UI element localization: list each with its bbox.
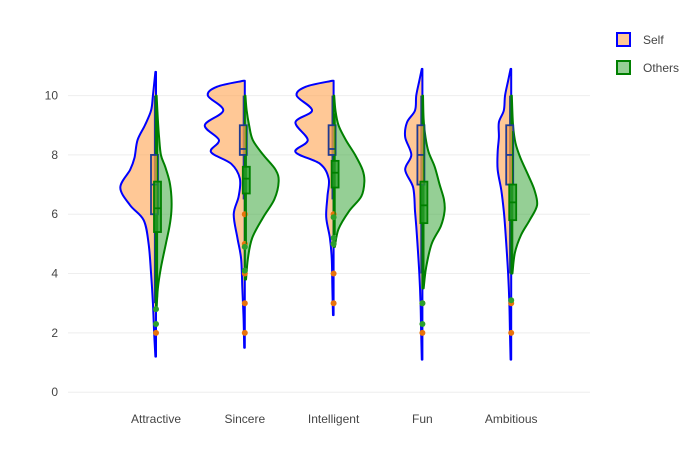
- x-tick-label: Attractive: [131, 412, 181, 426]
- outlier-point: [330, 234, 337, 241]
- outlier-point: [241, 211, 248, 218]
- outlier-point: [330, 214, 337, 221]
- legend: Self Others: [616, 32, 679, 75]
- y-tick-label: 6: [51, 207, 58, 221]
- outlier-point: [508, 297, 515, 304]
- outlier-point: [241, 267, 248, 274]
- outlier-point: [153, 320, 159, 327]
- x-tick-label: Ambitious: [485, 412, 538, 426]
- box-others-sincere: [241, 165, 251, 195]
- legend-item-others[interactable]: Others: [616, 60, 679, 75]
- legend-swatch-others: [616, 60, 631, 75]
- outlier-point: [330, 270, 337, 277]
- outlier-point: [419, 329, 426, 336]
- outlier-point: [330, 300, 337, 307]
- outlier-point: [153, 306, 159, 313]
- legend-label-self: Self: [643, 33, 664, 47]
- x-axis: Attractive Sincere Intelligent Fun Ambitious: [131, 412, 538, 426]
- box-others-fun: [419, 180, 429, 225]
- outlier-point: [153, 329, 159, 336]
- y-tick-label: 8: [51, 148, 58, 162]
- violin-layer: [119, 67, 539, 361]
- y-tick-label: 4: [51, 267, 58, 281]
- violin-others-attractive: [155, 94, 173, 311]
- violin-self-sincere: [203, 79, 246, 349]
- outlier-point: [419, 320, 426, 327]
- y-tick-label: 2: [51, 326, 58, 340]
- outlier-point: [241, 300, 248, 307]
- outlier-point: [330, 240, 337, 247]
- y-axis: 0 2 4 6 8 10: [45, 89, 59, 400]
- box-others-intelligent: [330, 159, 340, 189]
- legend-label-others: Others: [643, 61, 679, 75]
- x-tick-label: Fun: [412, 412, 433, 426]
- violin-others-sincere: [243, 94, 280, 281]
- y-tick-label: 10: [45, 89, 59, 103]
- box-others-attractive: [153, 180, 162, 233]
- violin-others-intelligent: [332, 94, 366, 248]
- legend-item-self[interactable]: Self: [616, 32, 664, 47]
- violin-self-attractive: [119, 70, 157, 358]
- outlier-point: [241, 243, 248, 250]
- legend-swatch-self: [616, 32, 631, 47]
- outlier-point: [241, 329, 248, 336]
- x-tick-label: Sincere: [224, 412, 265, 426]
- y-tick-label: 0: [51, 385, 58, 399]
- outlier-point: [419, 300, 426, 307]
- violin-self-intelligent: [294, 79, 335, 317]
- outlier-point: [508, 329, 515, 336]
- x-tick-label: Intelligent: [308, 412, 360, 426]
